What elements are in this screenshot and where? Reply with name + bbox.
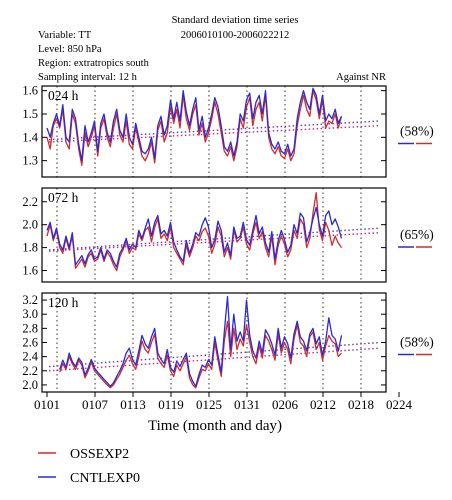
series-line-ossexp2: [46, 191, 343, 272]
x-tick-label: 0224: [386, 397, 413, 412]
series-line-cntlexp0: [46, 206, 343, 268]
x-tick-label: 0125: [196, 397, 222, 412]
trend-line-ossexp2: [48, 232, 381, 252]
panel-frame: [41, 187, 387, 283]
percent-label: (58%): [400, 335, 434, 350]
panel-072h: 2.2 2.0 1.8 1.6 072 h (65%): [22, 187, 434, 283]
panel-frame: [41, 292, 387, 393]
x-tick-label: 0119: [158, 397, 184, 412]
legend: OSSEXP2 CNTLEXP0: [38, 447, 140, 486]
series-line-cntlexp0: [59, 295, 343, 387]
legend-label-cntlexp0: CNTLEXP0: [70, 471, 140, 486]
x-tick-label: 0113: [120, 397, 146, 412]
y-tick-label: 1.6: [22, 84, 38, 98]
y-tick-label: 2.6: [22, 336, 38, 350]
sampling-label: Sampling interval: 12 h: [38, 72, 138, 83]
region-label: Region: extratropics south: [38, 58, 150, 69]
y-tick-label: 3.2: [22, 293, 38, 307]
variable-label: Variable: TT: [38, 30, 92, 41]
panel-024h: 1.6 1.5 1.4 1.3 024 h (58%): [22, 84, 434, 178]
legend-label-ossexp2: OSSEXP2: [70, 447, 129, 462]
percent-label: (65%): [400, 227, 434, 242]
y-tick-label: 1.4: [22, 130, 38, 144]
level-label: Level: 850 hPa: [38, 44, 102, 55]
trend-line-cntlexp0: [48, 341, 381, 368]
y-tick-label: 2.2: [22, 195, 38, 209]
trend-line-ossexp2: [48, 347, 381, 372]
y-tick-label: 1.3: [22, 154, 38, 168]
x-axis: 0101 0107 0113 0119 0125 0131 0206 0212 0218 0224: [34, 392, 413, 412]
against-label: Against NR: [336, 72, 386, 83]
trend-line-ossexp2: [48, 124, 381, 143]
x-tick-label: 0206: [272, 397, 299, 412]
series-line-cntlexp0: [46, 87, 343, 162]
x-axis-label: Time (month and day): [148, 418, 282, 434]
y-tick-label: 1.5: [22, 107, 38, 121]
date-range: 2006010100-2006022212: [181, 30, 290, 41]
x-tick-label: 0212: [310, 397, 336, 412]
y-tick-label: 1.8: [22, 241, 38, 255]
x-tick-label: 0107: [82, 397, 109, 412]
percent-label: (58%): [400, 124, 434, 139]
panel-120h: 3.23.02.82.62.42.22.0 120 h (58%): [22, 292, 434, 393]
x-tick-label: 0101: [34, 397, 60, 412]
x-tick-label: 0218: [348, 397, 374, 412]
trend-line-cntlexp0: [48, 120, 381, 141]
y-tick-label: 2.0: [22, 378, 38, 392]
y-tick-label: 2.8: [22, 321, 38, 335]
chart-title: Standard deviation time series: [172, 15, 299, 26]
panel-frame: [41, 85, 387, 178]
y-tick-label: 2.0: [22, 218, 38, 232]
x-tick-label: 0131: [234, 397, 260, 412]
trend-line-cntlexp0: [48, 227, 381, 251]
y-tick-label: 3.0: [22, 307, 38, 321]
panel-label: 024 h: [48, 88, 79, 103]
y-tick-label: 2.4: [22, 350, 38, 364]
y-tick-label: 2.2: [22, 364, 38, 378]
panel-label: 072 h: [48, 190, 79, 205]
series-line-ossexp2: [59, 320, 342, 389]
panel-label: 120 h: [48, 295, 79, 310]
y-tick-label: 1.6: [22, 264, 38, 278]
